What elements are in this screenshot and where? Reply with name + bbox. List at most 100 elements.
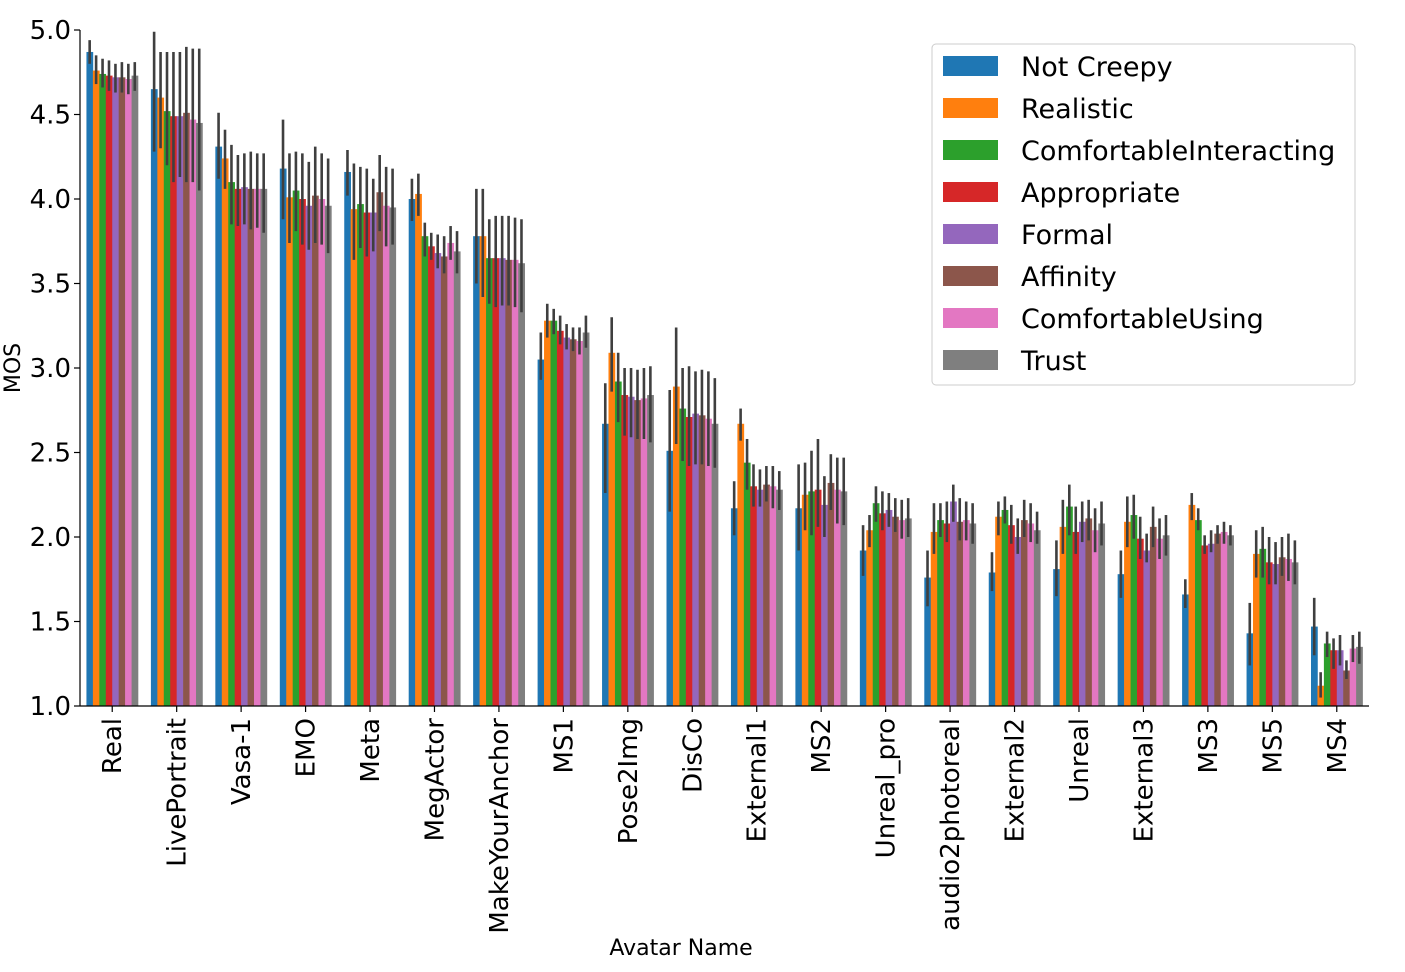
- bar: [1259, 548, 1267, 706]
- bar: [1194, 520, 1202, 706]
- bar: [1336, 650, 1344, 706]
- bar: [479, 236, 487, 706]
- bar: [904, 518, 912, 706]
- x-tick-label: LivePortrait: [163, 718, 193, 867]
- bar: [150, 89, 158, 706]
- error-bars-layer: [88, 31, 1361, 698]
- bar: [1265, 562, 1273, 706]
- bar: [995, 516, 1002, 706]
- bar: [1201, 545, 1209, 706]
- bar: [279, 168, 287, 706]
- bar: [969, 523, 977, 706]
- legend-label: ComfortableUsing: [1021, 304, 1264, 335]
- y-tick-label: 1.5: [30, 608, 71, 638]
- y-ticks: 1.0 1.5 2.0 2.5 3.0 3.5 4.0 4.5 5.0: [30, 16, 80, 722]
- bar: [924, 577, 932, 706]
- bar: [434, 253, 442, 706]
- legend-swatch: [943, 140, 998, 160]
- x-tick-label: MakeYourAnchor: [485, 718, 515, 934]
- bar: [505, 259, 513, 706]
- bar: [988, 572, 996, 706]
- x-tick-label: Meta: [356, 718, 386, 783]
- bar: [627, 396, 635, 706]
- x-tick-label: External2: [1001, 718, 1031, 842]
- x-tick-label: DisCo: [678, 718, 708, 793]
- bar: [421, 236, 429, 706]
- bar: [370, 212, 377, 706]
- bar: [1053, 569, 1060, 706]
- bar: [544, 320, 551, 706]
- y-tick-label: 4.5: [30, 101, 71, 131]
- bar: [1078, 521, 1086, 706]
- bar: [763, 484, 770, 706]
- bar: [1130, 515, 1138, 706]
- bar: [254, 188, 261, 707]
- bar: [1182, 594, 1189, 706]
- bar: [608, 352, 616, 706]
- legend: Not Creepy Realistic ComfortableInteractin…: [931, 43, 1356, 386]
- bar: [698, 415, 706, 706]
- bar: [711, 423, 719, 706]
- legend-label: Realistic: [1021, 94, 1134, 125]
- bar: [1220, 531, 1228, 706]
- bar: [1349, 648, 1357, 706]
- bar: [582, 332, 590, 706]
- bar: [1085, 518, 1093, 706]
- bar: [112, 77, 119, 706]
- bar: [685, 417, 693, 706]
- bar: [743, 462, 751, 706]
- bar: [344, 171, 351, 706]
- bar: [1343, 670, 1350, 706]
- legend-swatch: [943, 266, 998, 286]
- bar: [1008, 525, 1015, 706]
- bar: [473, 236, 480, 706]
- bar: [234, 188, 242, 707]
- bar: [795, 508, 803, 706]
- bar: [350, 209, 358, 706]
- bar: [131, 75, 139, 706]
- bar: [324, 205, 332, 706]
- bar: [950, 501, 957, 706]
- bar: [892, 516, 899, 706]
- bar: [1027, 523, 1035, 706]
- bar: [576, 340, 584, 706]
- bar: [92, 70, 100, 706]
- bar: [1098, 523, 1106, 706]
- x-tick-label: External3: [1129, 718, 1159, 842]
- bar: [1311, 626, 1318, 706]
- bar: [183, 112, 190, 706]
- bar: [389, 207, 397, 706]
- x-tick-label: External1: [743, 718, 773, 842]
- bar: [634, 400, 642, 706]
- x-tick-label: Real: [98, 718, 128, 774]
- bar: [550, 320, 558, 706]
- bar: [692, 413, 700, 706]
- bar: [105, 75, 113, 706]
- y-tick-label: 5.0: [30, 16, 71, 46]
- y-tick-label: 4.0: [30, 185, 71, 215]
- legend-label: Affinity: [1021, 262, 1117, 293]
- bar: [1252, 553, 1260, 706]
- bar: [834, 489, 841, 706]
- bar: [1356, 646, 1363, 706]
- x-tick-label: Unreal: [1065, 718, 1095, 803]
- bar: [408, 199, 416, 706]
- bar: [241, 187, 248, 707]
- legend-label: Formal: [1021, 220, 1113, 251]
- x-tick-label: Unreal_pro: [872, 718, 902, 858]
- bar: [885, 509, 893, 706]
- bar: [518, 263, 526, 706]
- bar: [382, 205, 390, 706]
- bar: [415, 193, 422, 706]
- bar: [453, 251, 461, 706]
- legend-swatch: [943, 56, 998, 76]
- x-tick-label: audio2photoreal: [936, 718, 966, 931]
- bar: [1014, 537, 1022, 706]
- bar: [1066, 506, 1073, 706]
- bar: [1246, 633, 1254, 706]
- bar: [215, 146, 223, 707]
- bar: [666, 450, 674, 706]
- bar: [1285, 558, 1292, 706]
- legend-label: Not Creepy: [1021, 52, 1173, 83]
